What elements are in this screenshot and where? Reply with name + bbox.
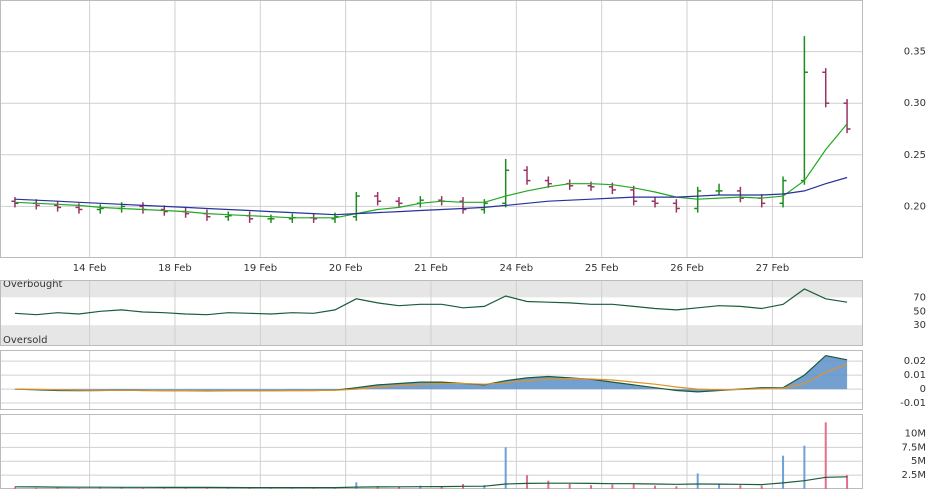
volume-bar <box>227 487 230 489</box>
volume-bar <box>248 487 251 489</box>
volume-bar <box>739 485 742 489</box>
volume-bar <box>376 486 379 489</box>
x-tick-label: 19 Feb <box>244 263 278 274</box>
volume-bar <box>611 484 614 489</box>
x-tick-label: 27 Feb <box>756 263 790 274</box>
volume-bar <box>846 475 849 489</box>
x-tick-label: 26 Feb <box>670 263 704 274</box>
series-line <box>14 363 848 392</box>
volume-bar <box>56 487 59 489</box>
series-line <box>14 476 848 489</box>
volume-bar <box>205 487 208 489</box>
volume-bar <box>99 486 102 489</box>
y-tick-label: 7.5M <box>901 442 926 453</box>
y-tick-label: 0.20 <box>904 201 926 212</box>
y-tick-label: 30 <box>913 320 926 331</box>
y-tick-label: 10M <box>905 428 926 439</box>
y-tick-label: 70 <box>913 292 926 303</box>
y-tick-label: 0.02 <box>904 356 926 367</box>
x-tick-label: 21 Feb <box>414 263 448 274</box>
volume-bar <box>654 485 657 489</box>
y-tick-label: 5M <box>911 456 926 467</box>
volume-bar <box>568 484 571 489</box>
y-tick-label: 0.30 <box>904 98 926 109</box>
volume-bar <box>675 486 678 489</box>
panel-frame <box>0 350 863 410</box>
volume-bar <box>632 483 635 489</box>
y-tick-label: 0.01 <box>904 370 926 381</box>
y-tick-label: -0.01 <box>900 398 926 409</box>
volume-bar <box>760 485 763 489</box>
y-tick-label: 2.5M <box>901 470 926 481</box>
volume-bar <box>13 487 16 489</box>
x-tick-label: 20 Feb <box>329 263 363 274</box>
volume-bar <box>355 482 358 489</box>
x-tick-label: 25 Feb <box>585 263 619 274</box>
y-tick-label: 0.25 <box>904 150 926 161</box>
volume-bar <box>184 487 187 489</box>
volume-bar <box>419 485 422 489</box>
y-tick-label: 0 <box>920 384 926 395</box>
volume-bar <box>163 487 166 489</box>
volume-bar <box>141 487 144 489</box>
volume-bar <box>291 487 294 489</box>
volume-bar <box>483 485 486 489</box>
volume-bar <box>35 487 38 489</box>
x-tick-label: 24 Feb <box>500 263 534 274</box>
volume-bar <box>718 484 721 489</box>
volume-bar <box>547 480 550 489</box>
volume-bar <box>590 485 593 489</box>
volume-bar <box>803 445 806 489</box>
volume-bar <box>333 487 336 489</box>
volume-bar <box>397 486 400 489</box>
y-tick-label: 50 <box>913 306 926 317</box>
x-tick-label: 14 Feb <box>73 263 107 274</box>
series-line <box>14 288 848 316</box>
volume-bar <box>782 455 785 489</box>
volume-bar <box>440 486 443 489</box>
series-line <box>14 176 848 216</box>
y-tick-label: 0.35 <box>904 47 926 58</box>
volume-bar <box>696 473 699 489</box>
volume-bar <box>526 475 529 489</box>
panel-frame <box>0 0 863 258</box>
annotation: Overbought <box>3 279 63 290</box>
volume-bar <box>504 447 507 489</box>
series-line <box>14 123 848 219</box>
annotation: Oversold <box>3 335 48 346</box>
volume-bar <box>824 422 827 489</box>
volume-bar <box>120 487 123 489</box>
panel-frame <box>0 280 863 346</box>
x-tick-label: 18 Feb <box>158 263 192 274</box>
